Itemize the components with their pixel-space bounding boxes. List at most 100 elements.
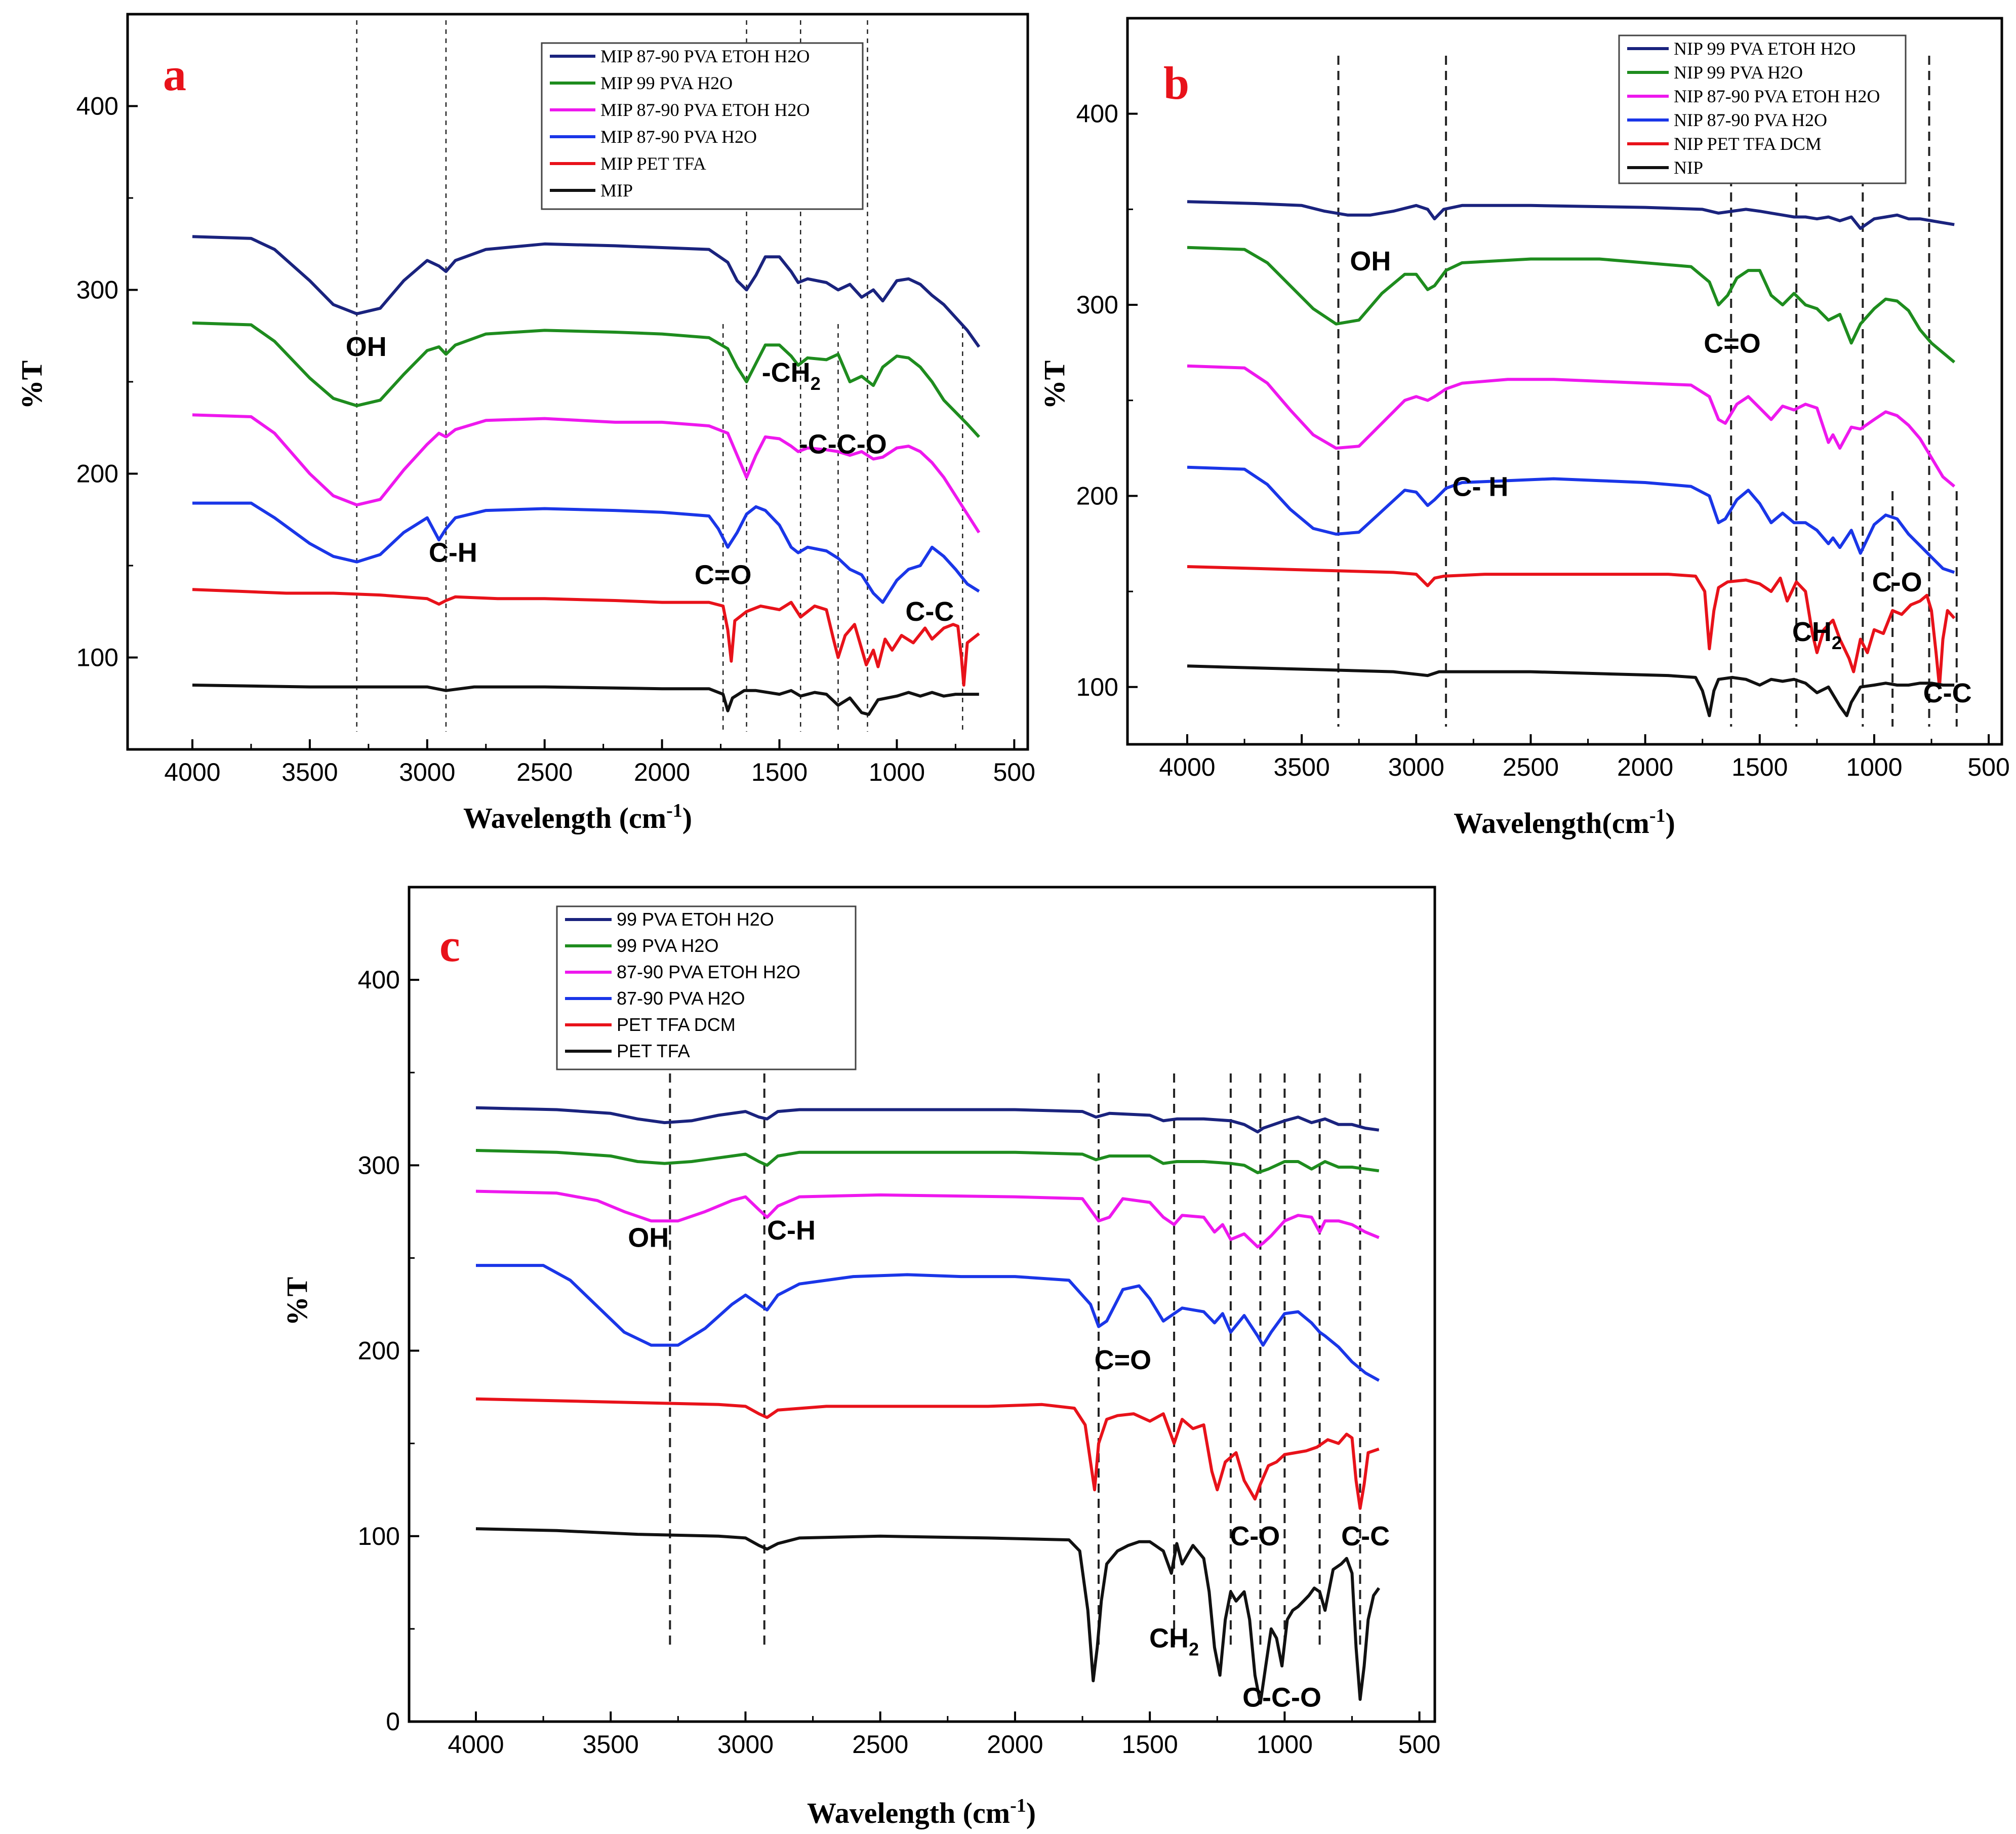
- legend-label: NIP: [1674, 157, 1703, 178]
- y-tick-label: 300: [76, 276, 118, 304]
- x-tick-label: 500: [1398, 1730, 1440, 1759]
- legend-c: 99 PVA ETOH H2O 99 PVA H2O 87-90 PVA ETOH …: [556, 905, 857, 1070]
- panel-label-b: b: [1163, 57, 1189, 109]
- x-tick-label: 3500: [1274, 753, 1330, 781]
- series-line: [1187, 465, 1955, 574]
- series-line: [1187, 664, 1955, 717]
- y-tick-label: 100: [1076, 673, 1118, 701]
- series-line: [475, 1106, 1380, 1134]
- band-annotation: OH: [346, 332, 387, 362]
- legend-label: MIP 87-90 PVA ETOH H2O: [600, 46, 810, 66]
- legend-label: NIP 99 PVA ETOH H2O: [1674, 38, 1856, 59]
- legend-label: 87-90 PVA H2O: [617, 988, 745, 1009]
- y-axis-title-a: %T: [15, 361, 48, 410]
- spectra-c: [475, 1106, 1381, 1705]
- x-tick-label: 500: [1967, 753, 2009, 781]
- legend-label: MIP 99 PVA H2O: [600, 73, 733, 93]
- legend-box-a: [541, 42, 864, 210]
- x-tick-label: 2000: [987, 1730, 1043, 1759]
- y-tick-label: 300: [358, 1151, 400, 1179]
- series-line: [1187, 565, 1956, 689]
- x-tick-label: 1000: [869, 758, 925, 786]
- series-line: [475, 1397, 1380, 1510]
- legend-label: PET TFA DCM: [617, 1014, 736, 1035]
- series-line: [192, 684, 979, 716]
- x-tick-label: 3000: [399, 758, 455, 786]
- y-tick-label: 100: [76, 644, 118, 672]
- x-tick-label: 1500: [751, 758, 808, 786]
- band-annotation: OH: [628, 1222, 669, 1253]
- legend-label: NIP 87-90 PVA H2O: [1674, 110, 1827, 130]
- chart-panel-a: a %T Wavelength (cm-1) 4000 3500 3000 2500 2…: [15, 13, 1035, 834]
- legend-label: 87-90 PVA ETOH H2O: [617, 962, 800, 982]
- x-tick-label: 500: [993, 758, 1035, 786]
- y-tick-label: 400: [76, 92, 118, 121]
- legend-label: NIP 99 PVA H2O: [1674, 62, 1803, 83]
- legend-label: MIP PET TFA: [600, 153, 706, 174]
- band-annotation: C-C: [1341, 1521, 1390, 1551]
- chart-panel-b: b %T Wavelength(cm-1) 4000 3500 3000 2500 20…: [1038, 17, 2010, 840]
- y-tick-label: 200: [76, 460, 118, 488]
- plot-frame-b: [1126, 17, 2003, 746]
- series-line: [192, 235, 981, 348]
- band-annotation: CH2: [1149, 1623, 1199, 1660]
- y-tick-label: 100: [358, 1522, 400, 1550]
- legend-label: NIP PET TFA DCM: [1674, 134, 1822, 154]
- band-annotation: CH2: [1792, 617, 1842, 653]
- series-line: [192, 321, 981, 438]
- series-line: [1187, 246, 1956, 364]
- band-annotation: -C-C-O: [799, 429, 887, 460]
- x-tick-label: 4000: [1159, 753, 1215, 781]
- legend-label: MIP 87-90 PVA ETOH H2O: [600, 100, 810, 120]
- x-tick-label: 3500: [583, 1730, 639, 1759]
- x-tick-label: 2000: [1617, 753, 1673, 781]
- series-line: [476, 1264, 1380, 1382]
- plot-frame-c: [408, 886, 1436, 1723]
- band-annotation: C-O: [1872, 567, 1922, 597]
- axis-ticks-c: 4000 3500 3000 2500 2000 1500 1000 500 0 100 200 30…: [358, 966, 1441, 1759]
- x-tick-label: 2500: [516, 758, 573, 786]
- band-annotation: C=O: [1095, 1345, 1152, 1375]
- x-tick-label: 3000: [717, 1730, 774, 1759]
- band-annotation: OH: [1350, 246, 1391, 276]
- band-annotation: C-C: [1923, 678, 1972, 708]
- band-annotation: C- H: [1452, 471, 1508, 502]
- band-annotation: C=O: [1704, 328, 1761, 358]
- legend-label: 99 PVA ETOH H2O: [617, 909, 774, 930]
- x-axis-title-b: Wavelength(cm-1): [1454, 805, 1675, 840]
- axis-ticks-b: 4000 3500 3000 2500 2000 1500 1000 500 100 200 300…: [1076, 100, 2010, 781]
- spectra-a: [192, 235, 981, 716]
- y-tick-label: 300: [1076, 291, 1118, 319]
- band-annotations-b: OH C- H C=O CH2 C-O C-C: [1350, 246, 1971, 708]
- legend-label: MIP: [600, 180, 633, 201]
- x-tick-label: 4000: [448, 1730, 504, 1759]
- legend-label: MIP 87-90 PVA H2O: [600, 127, 757, 147]
- series-line: [192, 413, 981, 534]
- x-tick-label: 3500: [281, 758, 338, 786]
- x-tick-label: 2500: [1503, 753, 1559, 781]
- x-tick-label: 1000: [1257, 1730, 1313, 1759]
- band-annotation: C-O: [1230, 1521, 1280, 1551]
- series-line: [192, 501, 980, 604]
- series-line: [475, 1527, 1381, 1705]
- spectra-b: [1187, 200, 1956, 717]
- band-annotations-a: OH C-H C=O -CH2 -C-C-O C-C: [346, 332, 954, 627]
- series-line: [1187, 364, 1956, 488]
- legend-b: NIP 99 PVA ETOH H2O NIP 99 PVA H2O NIP 87-…: [1618, 34, 1907, 184]
- panel-label-c: c: [439, 920, 460, 971]
- x-tick-label: 3000: [1388, 753, 1444, 781]
- series-line: [192, 588, 980, 687]
- legend-label: NIP 87-90 PVA ETOH H2O: [1674, 86, 1880, 106]
- band-annotation: C-C-O: [1242, 1683, 1321, 1713]
- series-line: [475, 1149, 1380, 1174]
- x-axis-title-c: Wavelength (cm-1): [807, 1795, 1036, 1829]
- band-annotation: C=O: [695, 560, 752, 590]
- y-tick-label: 400: [1076, 100, 1118, 128]
- legend-a: MIP 87-90 PVA ETOH H2O MIP 99 PVA H2O MIP …: [541, 42, 864, 210]
- y-tick-label: 200: [1076, 482, 1118, 510]
- x-tick-label: 1500: [1731, 753, 1788, 781]
- x-tick-label: 2500: [852, 1730, 908, 1759]
- band-annotation: C-H: [429, 538, 477, 568]
- y-tick-label: 400: [358, 966, 400, 994]
- y-tick-label: 0: [386, 1707, 400, 1736]
